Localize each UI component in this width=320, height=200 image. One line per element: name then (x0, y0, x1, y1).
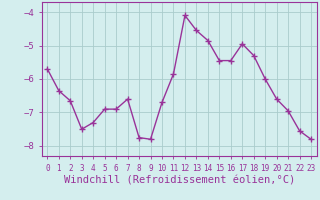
X-axis label: Windchill (Refroidissement éolien,°C): Windchill (Refroidissement éolien,°C) (64, 175, 295, 185)
